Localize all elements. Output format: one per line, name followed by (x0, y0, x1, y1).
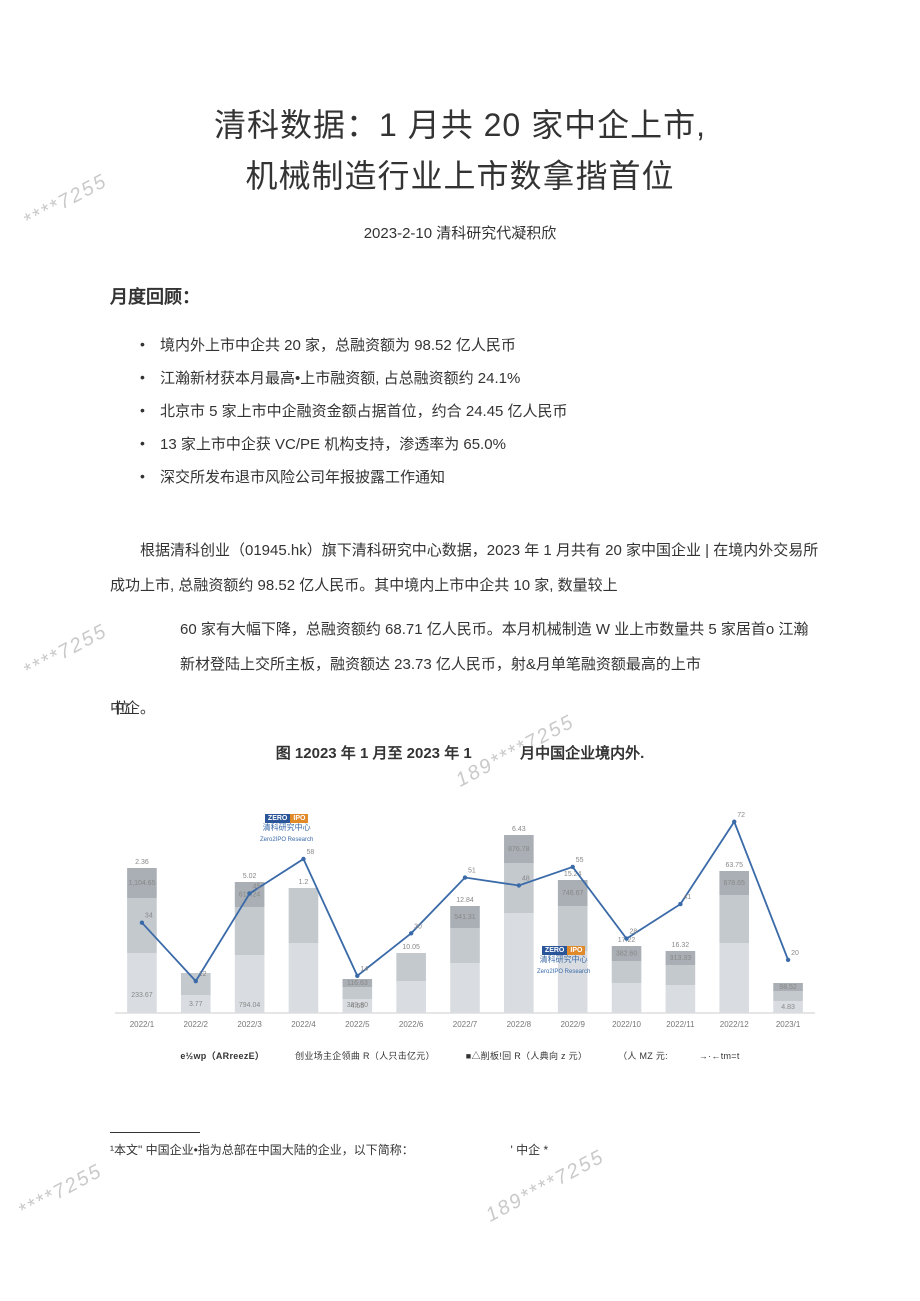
svg-text:58: 58 (306, 849, 314, 856)
svg-text:313.33: 313.33 (670, 955, 692, 962)
svg-text:2022/10: 2022/10 (612, 1020, 641, 1029)
svg-text:3.77: 3.77 (189, 1001, 203, 1008)
legend-item: →·←tm=t (699, 1051, 740, 1061)
svg-text:28: 28 (630, 929, 638, 936)
footnote-rule (110, 1132, 200, 1133)
svg-text:12.84: 12.84 (456, 897, 474, 904)
svg-text:2022/12: 2022/12 (720, 1020, 749, 1029)
zero2ipo-logo: ZEROIPO 清科研究中心 Zero2IPO Research (537, 945, 590, 977)
svg-text:541.31: 541.31 (454, 914, 476, 921)
svg-text:2022/5: 2022/5 (345, 1020, 370, 1029)
chart-legend: e½wp（ARreezE） 创业场主企领曲 R（人只击亿元） ■△削板!回 R（… (90, 1049, 830, 1062)
body-paragraph-1: 根据清科创业（01945.hk）旗下清科研究中心数据，2023 年 1 月共有 … (110, 534, 820, 603)
svg-text:2022/1: 2022/1 (130, 1020, 155, 1029)
svg-text:233.67: 233.67 (131, 992, 153, 999)
legend-item: ■△削板!回 R（人典向 z 元） (466, 1049, 588, 1062)
svg-text:2022/7: 2022/7 (453, 1020, 478, 1029)
svg-text:6.43: 6.43 (512, 826, 526, 833)
zero2ipo-logo: ZEROIPO 清科研究中心 Zero2IPO Research (260, 813, 313, 845)
section-heading-monthly-review: 月度回顾： (110, 283, 830, 309)
chart-title-a: 图 12023 年 1 月至 2023 年 1 (276, 745, 472, 762)
document-title: 清科数据：1 月共 20 家中企上市, 机械制造行业上市数拿揩首位 (90, 100, 830, 202)
title-line-2: 机械制造行业上市数拿揩首位 (245, 158, 674, 194)
svg-text:20: 20 (791, 950, 799, 957)
svg-text:2022/6: 2022/6 (399, 1020, 424, 1029)
svg-text:116.63: 116.63 (347, 980, 368, 987)
svg-text:51: 51 (468, 867, 476, 874)
body-paragraph-3: 位 中企。 (110, 692, 820, 727)
combo-chart: 1,104.652.36233.672022/13.772022/2619.24… (95, 773, 825, 1043)
svg-text:12: 12 (199, 971, 207, 978)
bullet-list: 境内外上市中企共 20 家，总融资额为 98.52 亿人民币 江瀚新材获本月最高… (140, 329, 830, 494)
svg-text:794.04: 794.04 (239, 1002, 261, 1009)
svg-text:14: 14 (360, 966, 368, 973)
date-author-line: 2023-2-10 清科研究代凝积欣 (90, 222, 830, 243)
svg-text:72: 72 (737, 812, 745, 819)
bullet-item: 北京市 5 家上市中企融资金额占据首位，约合 24.45 亿人民币 (140, 395, 830, 428)
svg-text:16.32: 16.32 (672, 942, 690, 949)
chart-title-b: 月中国企业境内外. (520, 745, 644, 762)
svg-text:389.80: 389.80 (347, 1002, 369, 1009)
bullet-item: 深交所发布退市风险公司年报披露工作通知 (140, 461, 830, 494)
svg-text:2.36: 2.36 (135, 859, 149, 866)
svg-text:55: 55 (576, 857, 584, 864)
legend-item: （人 MZ 元: (618, 1049, 668, 1062)
chart-title: 图 12023 年 1 月至 2023 年 1 月中国企业境内外. (90, 742, 830, 763)
svg-text:382.60: 382.60 (616, 950, 638, 957)
title-line-1: 清科数据：1 月共 20 家中企上市, (214, 107, 706, 143)
legend-item: e½wp（ARreezE） (180, 1049, 264, 1062)
svg-text:678.65: 678.65 (724, 880, 746, 887)
svg-text:2022/9: 2022/9 (560, 1020, 585, 1029)
footnote: ¹本文" 中国企业•指为总部在中国大陆的企业，以下简称： ' 中企 * (110, 1141, 830, 1158)
svg-text:5.02: 5.02 (243, 873, 257, 880)
svg-text:2022/11: 2022/11 (666, 1020, 695, 1029)
svg-text:2022/3: 2022/3 (237, 1020, 262, 1029)
bullet-item: 13 家上市中企获 VC/PE 机构支持，渗透率为 65.0% (140, 428, 830, 461)
watermark: ****7255 (15, 1160, 107, 1223)
svg-text:34: 34 (145, 913, 153, 920)
svg-text:41: 41 (683, 894, 691, 901)
svg-text:98.52: 98.52 (779, 984, 797, 991)
svg-text:746.67: 746.67 (562, 890, 584, 897)
svg-text:2022/2: 2022/2 (184, 1020, 209, 1029)
svg-text:63.75: 63.75 (725, 862, 743, 869)
watermark: ****7255 (20, 620, 112, 683)
side-char: 位 (115, 692, 130, 727)
svg-text:4.83: 4.83 (781, 1004, 795, 1011)
legend-item: 创业场主企领曲 R（人只击亿元） (295, 1049, 435, 1062)
body-paragraph-2: 60 家有大幅下降，总融资额约 68.71 亿人民币。本月机械制造 W 业上市数… (180, 613, 820, 682)
svg-text:2022/8: 2022/8 (507, 1020, 532, 1029)
bullet-item: 江瀚新材获本月最高•上市融资额, 占总融资额约 24.1% (140, 362, 830, 395)
svg-text:30: 30 (414, 923, 422, 930)
svg-text:10.05: 10.05 (402, 944, 420, 951)
svg-text:876.78: 876.78 (508, 846, 530, 853)
svg-text:1.2: 1.2 (299, 879, 309, 886)
svg-text:48: 48 (522, 875, 530, 882)
svg-text:2023/1: 2023/1 (776, 1020, 801, 1029)
chart-area: 1,104.652.36233.672022/13.772022/2619.24… (95, 773, 825, 1043)
svg-text:45: 45 (253, 883, 261, 890)
svg-text:1,104.65: 1,104.65 (128, 880, 155, 887)
bullet-item: 境内外上市中企共 20 家，总融资额为 98.52 亿人民币 (140, 329, 830, 362)
svg-text:2022/4: 2022/4 (291, 1020, 316, 1029)
